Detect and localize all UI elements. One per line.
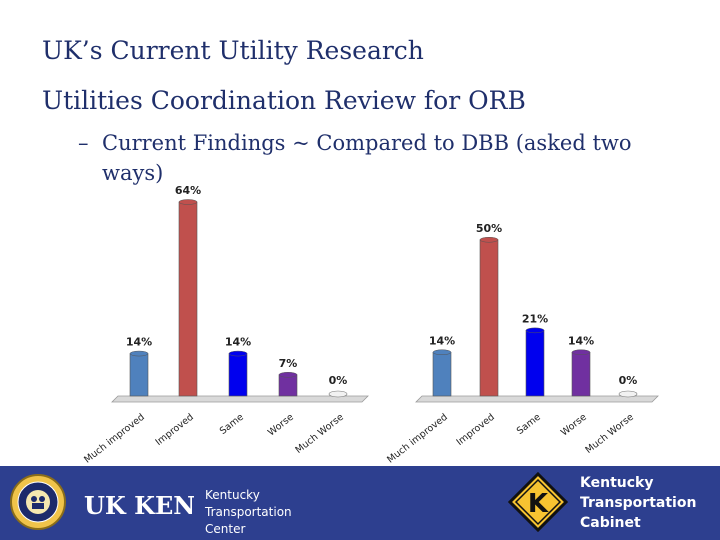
bar-much-improved — [129, 353, 149, 397]
category-label: Much Worse — [293, 412, 345, 456]
chart-with-orb: 14% Much improved 50% Improved 21% Same 14% Wor… — [385, 222, 659, 466]
bar-top-cap — [571, 349, 591, 355]
ktc-line-1: Kentucky — [205, 488, 260, 502]
slide-title-line-1: UK’s Current Utility Research — [42, 36, 424, 65]
value-label: 14% — [126, 336, 152, 349]
bar-much-improved — [432, 351, 452, 397]
bar-top-cap — [479, 237, 499, 243]
bar-charts: 14% Much improved 64% Improved 14% Same 7% Wors… — [82, 184, 659, 466]
bullet-dash: – — [78, 131, 89, 155]
category-label: Improved — [455, 412, 497, 448]
bar-much-worse — [328, 390, 348, 398]
bar-top-cap — [178, 199, 198, 205]
value-label: 21% — [522, 312, 548, 325]
chart-without-orb: 14% Much improved 64% Improved 14% Same 7% Wors… — [82, 184, 369, 466]
value-label: 14% — [568, 334, 594, 347]
category-label: Improved — [154, 412, 196, 448]
value-label: 64% — [175, 184, 201, 197]
kytc-sign-icon: K — [508, 472, 568, 532]
bar-worse — [571, 351, 591, 397]
bar-improved — [479, 239, 499, 397]
category-label: Much improved — [385, 412, 450, 466]
kytc-line-1: Kentucky — [580, 475, 654, 491]
bullet-text: Current Findings ~ Compared to DBB (aske… — [102, 131, 632, 185]
category-label: Much Worse — [583, 412, 635, 456]
value-label: 0% — [329, 374, 348, 387]
category-label: Worse — [266, 412, 296, 439]
bar-much-worse — [618, 390, 638, 398]
value-label: 0% — [619, 374, 638, 387]
value-label: 50% — [476, 222, 502, 235]
kentucky-seal-icon — [10, 474, 66, 530]
uk-logo-mark: UK KENTUCKY — [84, 491, 194, 520]
bar-top-cap — [525, 327, 545, 334]
category-label: Same — [515, 412, 543, 437]
bar-same — [525, 330, 545, 397]
ktc-line-3: Center — [205, 522, 246, 536]
bar-top-cap — [278, 372, 298, 378]
slide-title-line-2: Utilities Coordination Review for ORB — [42, 86, 526, 115]
bar-worse — [278, 374, 298, 397]
bar-improved — [178, 201, 198, 397]
chart-floor — [111, 395, 369, 403]
university-of-kentucky-logo: UK KENTUCKY — [84, 490, 194, 520]
value-label: 14% — [429, 334, 455, 347]
sign-letter: K — [528, 489, 549, 519]
kytc-line-2: Transportation — [580, 495, 697, 511]
category-label: Much improved — [82, 412, 147, 466]
value-label: 7% — [279, 357, 298, 370]
bar-top-cap — [129, 350, 149, 357]
category-label: Worse — [559, 412, 589, 439]
category-label: Same — [218, 412, 246, 437]
bar-same — [228, 353, 248, 397]
bar-top-cap — [432, 349, 452, 355]
kytc-line-3: Cabinet — [580, 515, 641, 531]
ktc-label: Kentucky Transportation Center — [205, 487, 292, 538]
ktc-line-2: Transportation — [205, 505, 292, 519]
value-label: 14% — [225, 336, 251, 349]
bar-top-cap — [228, 350, 248, 357]
chart-floor — [415, 395, 659, 403]
kytc-label: Kentucky Transportation Cabinet — [580, 473, 696, 533]
